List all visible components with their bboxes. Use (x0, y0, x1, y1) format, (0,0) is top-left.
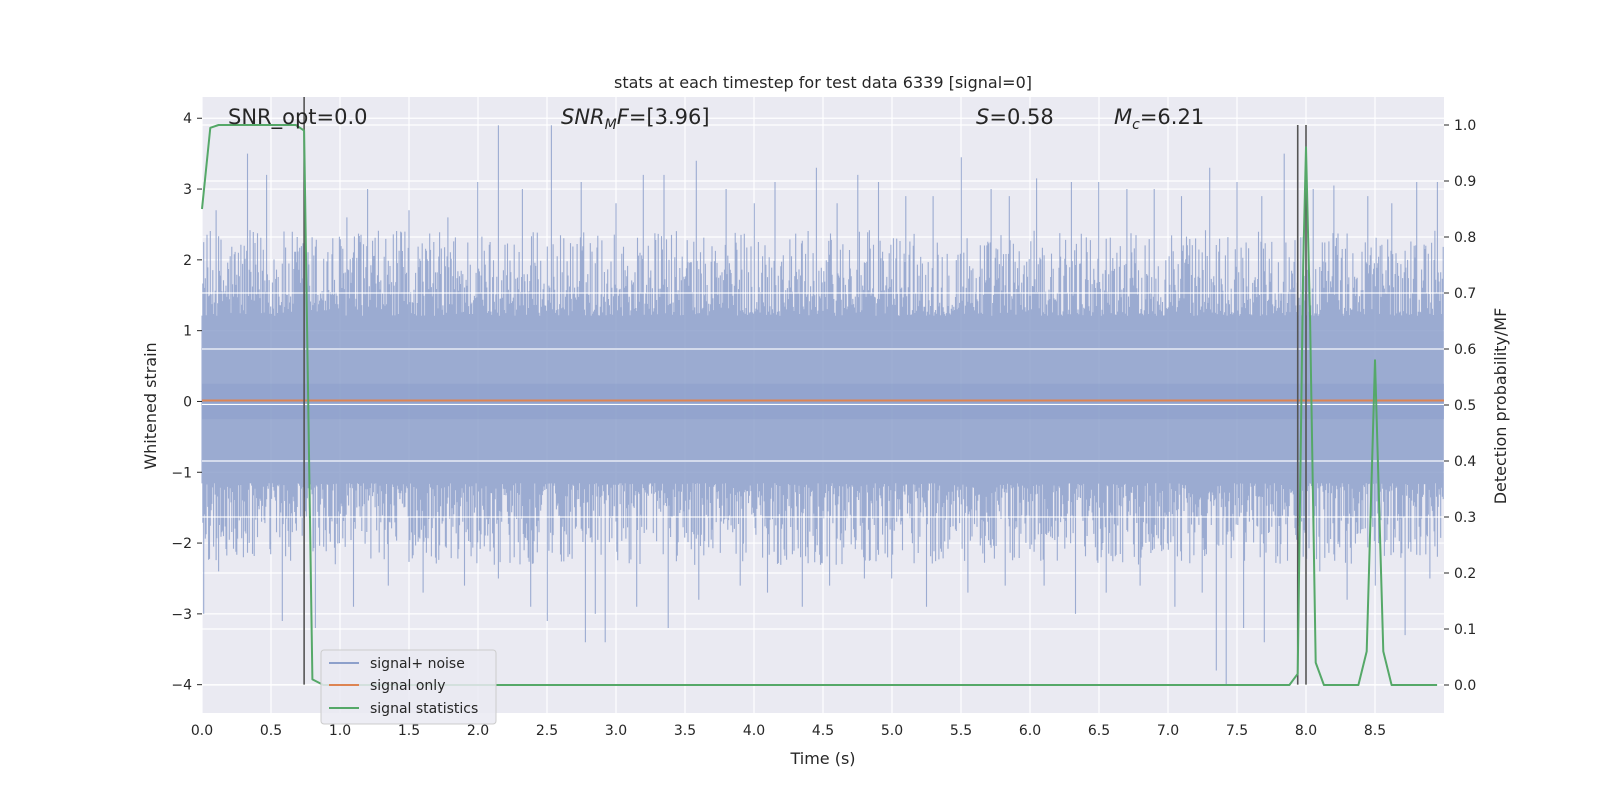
x-tick-label: 1.0 (329, 723, 351, 739)
annotation-snr-opt: SNR_opt=0.0 (228, 105, 368, 130)
y-right-axis-ticks: 0.0 0.1 0.2 0.3 0.4 0.5 0.6 0.7 0.8 0.9 1.0 (1444, 118, 1476, 694)
y-right-tick-label: 0.7 (1454, 286, 1476, 302)
x-tick-label: 3.0 (605, 723, 627, 739)
x-tick-label: 5.5 (950, 723, 972, 739)
x-tick-label: 2.0 (467, 723, 489, 739)
y-right-tick-label: 0.0 (1454, 678, 1476, 694)
y-right-tick-label: 0.6 (1454, 342, 1476, 358)
x-tick-label: 8.5 (1364, 723, 1386, 739)
legend-label-signal: signal only (370, 678, 445, 694)
y-left-axis-ticks: −4 −3 −2 −1 0 1 2 3 4 (171, 111, 202, 694)
y-right-tick-label: 0.5 (1454, 398, 1476, 414)
y-left-axis-label: Whitened strain (141, 342, 160, 469)
y-left-tick-label: −1 (171, 465, 192, 481)
x-tick-label: 4.0 (743, 723, 765, 739)
chart-title: stats at each timestep for test data 633… (614, 73, 1032, 92)
annotation-snr-mf: SNRMF=[3.96] (561, 105, 710, 133)
x-tick-label: 1.5 (398, 723, 420, 739)
signal-statistics-line (201, 124, 1438, 686)
y-left-tick-label: 2 (183, 253, 192, 269)
legend: signal+ noise signal only signal statist… (320, 649, 497, 725)
y-right-tick-label: 0.9 (1454, 174, 1476, 190)
y-right-tick-label: 0.1 (1454, 622, 1476, 638)
y-right-tick-label: 0.2 (1454, 566, 1476, 582)
y-left-tick-label: −3 (171, 607, 192, 623)
x-tick-label: 7.5 (1226, 723, 1248, 739)
y-left-tick-label: 4 (183, 111, 192, 127)
x-axis-ticks: 0.0 0.5 1.0 1.5 2.0 2.5 3.0 3.5 4.0 4.5 5.0 5.5 6.0 6… (191, 723, 1386, 739)
y-left-tick-label: 0 (183, 394, 192, 410)
y-right-tick-label: 1.0 (1454, 118, 1476, 134)
y-right-tick-label: 0.8 (1454, 230, 1476, 246)
x-tick-label: 0.5 (260, 723, 282, 739)
x-tick-label: 5.0 (881, 723, 903, 739)
series-signal-only (202, 399, 1444, 406)
series-signal-statistics (201, 124, 1438, 686)
x-tick-label: 2.5 (536, 723, 558, 739)
legend-label-statistics: signal statistics (370, 701, 478, 717)
x-tick-label: 6.0 (1019, 723, 1041, 739)
y-left-tick-label: −4 (171, 678, 192, 694)
x-tick-label: 8.0 (1295, 723, 1317, 739)
x-tick-label: 4.5 (812, 723, 834, 739)
y-left-tick-label: 3 (183, 182, 192, 198)
x-tick-label: 3.5 (674, 723, 696, 739)
y-right-tick-label: 0.3 (1454, 510, 1476, 526)
annotation-s: S=0.58 (976, 105, 1054, 129)
x-tick-label: 7.0 (1157, 723, 1179, 739)
y-left-tick-label: 1 (183, 324, 192, 340)
y-left-tick-label: −2 (171, 536, 192, 552)
x-axis-label: Time (s) (789, 749, 855, 768)
legend-label-noise: signal+ noise (370, 656, 465, 672)
y-right-tick-label: 0.4 (1454, 454, 1476, 470)
x-tick-label: 0.0 (191, 723, 213, 739)
annotation-mc: Mc=6.21 (1114, 105, 1204, 133)
y-right-axis-label: Detection probability/MF (1491, 308, 1510, 505)
x-tick-label: 6.5 (1088, 723, 1110, 739)
